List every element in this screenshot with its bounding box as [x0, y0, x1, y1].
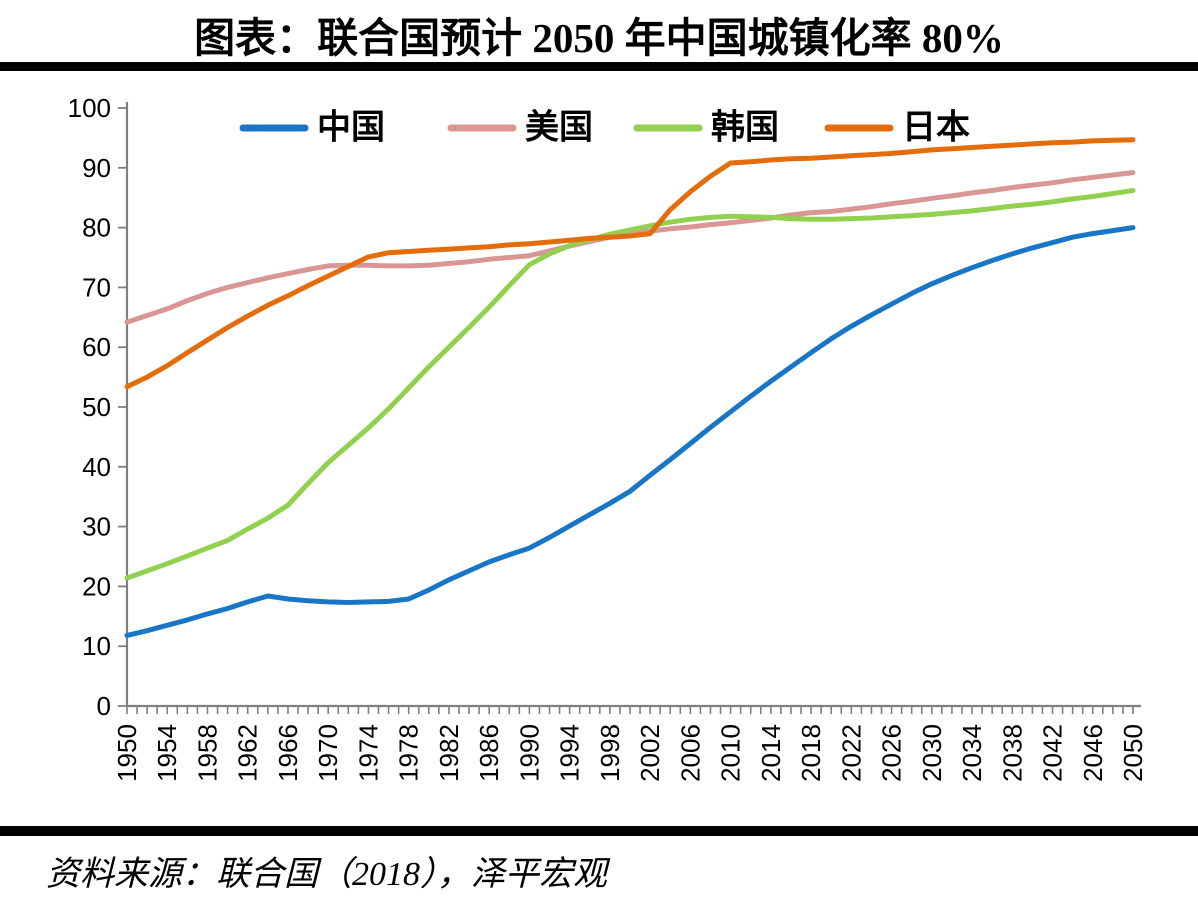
x-tick-label: 2034 — [957, 724, 987, 782]
x-tick-label: 1966 — [273, 724, 303, 782]
legend-item-china: 中国 — [239, 109, 385, 147]
top-divider-bar — [0, 62, 1198, 71]
x-tick-label: 2018 — [796, 724, 826, 782]
y-tick-label: 80 — [82, 213, 111, 243]
y-tick-label: 70 — [82, 272, 111, 302]
y-tick-label: 50 — [82, 392, 111, 422]
series-line-china — [124, 225, 1136, 638]
y-tick-label: 100 — [68, 93, 111, 123]
x-tick-label: 2006 — [675, 724, 705, 782]
x-tick-label: 2038 — [997, 724, 1027, 782]
legend-label-china: 中国 — [317, 109, 385, 147]
x-tick-label: 2026 — [877, 724, 907, 782]
x-tick-label: 1986 — [474, 724, 504, 782]
x-tick-label: 1982 — [434, 724, 464, 782]
bottom-divider-bar — [0, 826, 1198, 836]
legend-label-japan: 日本 — [902, 109, 970, 147]
x-tick-label: 2014 — [756, 724, 786, 782]
y-tick-label: 20 — [82, 571, 111, 601]
x-tick-label: 2046 — [1078, 724, 1108, 782]
x-tick-label: 1998 — [595, 724, 625, 782]
legend-item-korea: 韩国 — [633, 109, 779, 147]
y-tick-label: 0 — [97, 691, 111, 721]
legend-label-usa: 美国 — [525, 109, 593, 147]
series-line-japan — [124, 137, 1136, 390]
x-tick-label: 2042 — [1038, 724, 1068, 782]
y-tick-group: 0 10 20 30 40 50 60 70 80 90 100 — [68, 93, 127, 721]
page-title: 图表：联合国预计 2050 年中国城镇化率 80% — [194, 15, 1004, 61]
x-tick-label: 1970 — [313, 724, 343, 782]
legend-label-korea: 韩国 — [711, 109, 779, 147]
series-line-korea — [124, 188, 1136, 581]
x-tick-label: 1962 — [233, 724, 263, 782]
series-line-usa — [124, 170, 1136, 325]
x-tick-label: 1994 — [555, 724, 585, 782]
x-tick-label: 2022 — [836, 724, 866, 782]
legend-item-japan: 日本 — [824, 109, 970, 147]
x-tick-label: 2050 — [1118, 724, 1148, 782]
x-tick-label: 1954 — [152, 724, 182, 782]
y-tick-label: 90 — [82, 153, 111, 183]
source-note: 资料来源：联合国（2018），泽平宏观 — [46, 856, 607, 893]
legend: 中国 美国 韩国 日本 — [239, 109, 970, 147]
x-tick-label: 2010 — [716, 724, 746, 782]
x-tick-label: 2002 — [635, 724, 665, 782]
x-tick-label: 1974 — [353, 724, 383, 782]
x-tick-group: 1950 1954 1958 1962 1966 1970 1974 1978 1982 1986… — [112, 706, 1148, 782]
y-tick-label: 40 — [82, 452, 111, 482]
y-tick-label: 30 — [82, 512, 111, 542]
y-tick-label: 10 — [82, 631, 111, 661]
x-tick-label: 1990 — [514, 724, 544, 782]
y-tick-label: 60 — [82, 332, 111, 362]
x-tick-label: 1978 — [394, 724, 424, 782]
x-tick-label: 1958 — [192, 724, 222, 782]
x-tick-label: 1950 — [112, 724, 142, 782]
legend-item-usa: 美国 — [447, 109, 593, 147]
x-tick-label: 2030 — [917, 724, 947, 782]
